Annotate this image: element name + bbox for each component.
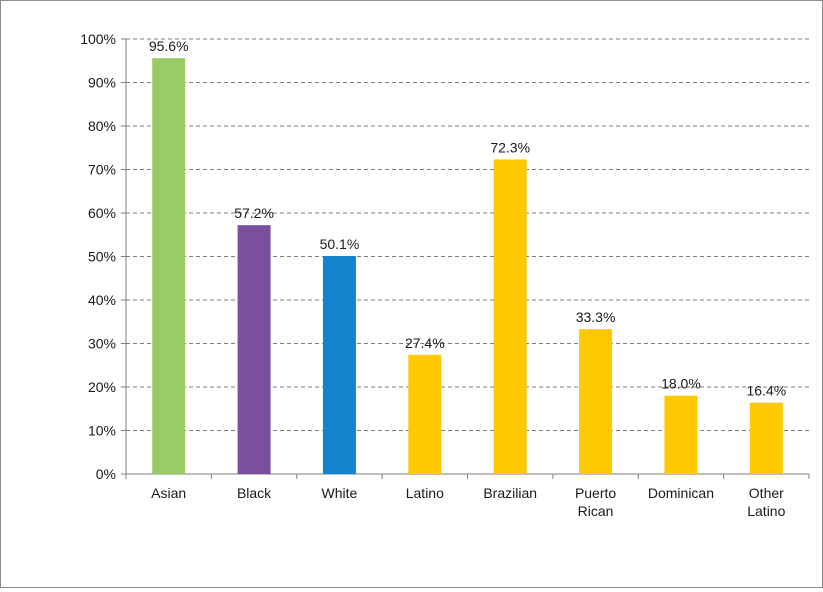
x-tick-label: Dominican	[648, 485, 714, 501]
x-tick-label: Other Latino	[747, 485, 785, 519]
data-label: 50.1%	[320, 236, 360, 252]
x-tick-label: White	[322, 485, 358, 501]
y-tick-label: 10%	[88, 423, 116, 439]
data-label: 16.4%	[746, 383, 786, 399]
bar	[408, 354, 442, 474]
bar	[237, 225, 271, 474]
bar	[493, 159, 527, 474]
y-tick-label: 70%	[88, 162, 116, 178]
data-label: 95.6%	[149, 38, 189, 54]
bar	[152, 58, 186, 474]
x-tick-label: Latino	[406, 485, 444, 501]
x-tick-label: Black	[237, 485, 272, 501]
y-tick-label: 100%	[80, 31, 116, 47]
y-tick-label: 50%	[88, 249, 116, 265]
y-tick-label: 40%	[88, 292, 116, 308]
bar	[664, 395, 698, 474]
bar	[579, 329, 613, 474]
labels: 0% 10% 20% 30% 40% 50% 60% 70% 80% 90% 100% 95.6% As…	[80, 31, 786, 519]
gridlines	[126, 38, 809, 431]
bar	[749, 402, 783, 474]
data-label: 72.3%	[490, 139, 530, 155]
data-label: 57.2%	[234, 205, 274, 221]
x-tick-label: Puerto Rican	[575, 485, 616, 519]
y-tick-label: 80%	[88, 118, 116, 134]
y-tick-label: 30%	[88, 336, 116, 352]
data-label: 18.0%	[661, 376, 701, 392]
axes	[121, 38, 810, 479]
y-tick-label: 20%	[88, 379, 116, 395]
bars	[152, 58, 783, 474]
data-label: 33.3%	[576, 309, 616, 325]
bar	[322, 256, 356, 474]
data-label: 27.4%	[405, 335, 445, 351]
x-tick-label: Brazilian	[483, 485, 537, 501]
y-tick-label: 0%	[96, 466, 116, 482]
y-tick-label: 90%	[88, 75, 116, 91]
y-tick-label: 60%	[88, 205, 116, 221]
x-tick-label: Asian	[151, 485, 186, 501]
